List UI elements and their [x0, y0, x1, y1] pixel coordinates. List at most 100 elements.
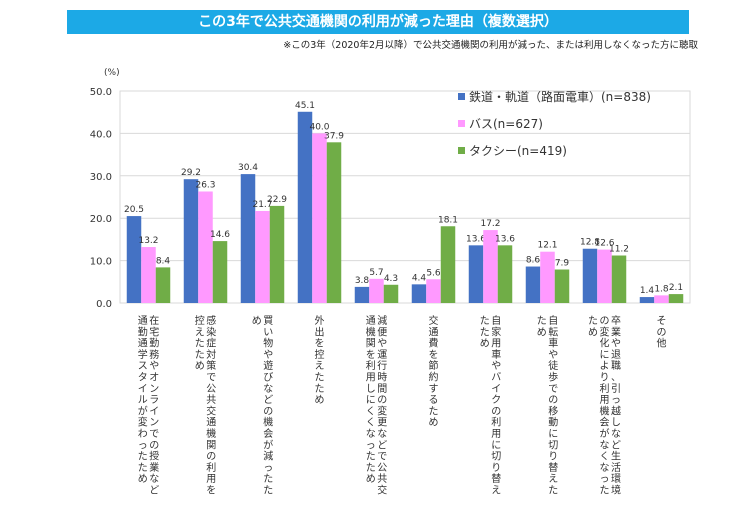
x-category-char: い [263, 327, 273, 338]
data-label: 20.5 [124, 205, 144, 215]
x-category-char: 会 [600, 416, 610, 429]
x-category-char: オ [149, 372, 159, 384]
x-category-char: に [548, 428, 558, 440]
x-category-char: 活 [611, 462, 621, 474]
x-category-char: 節 [429, 359, 439, 372]
x-category-char: 勤 [149, 337, 159, 350]
bar [497, 245, 513, 303]
x-category-char: な [366, 428, 376, 440]
bar [369, 278, 384, 303]
x-category-char: 減 [377, 314, 387, 327]
x-category-char: ど [263, 394, 273, 406]
x-category-char: 行 [377, 359, 387, 372]
chart-title: この3年で公共交通機関の利用が減った理由（複数選択） [67, 10, 689, 34]
x-category-char: 動 [548, 416, 558, 429]
legend-swatch [458, 93, 465, 100]
data-label: 40.0 [309, 122, 329, 132]
data-label: 5.6 [426, 268, 441, 278]
x-category-char: た [138, 462, 148, 474]
x-category-char: り [600, 372, 610, 384]
x-category-char: 、 [611, 373, 621, 384]
x-category-char: す [429, 383, 439, 395]
x-category-char: 職 [611, 360, 621, 372]
x-category-char: ど [611, 439, 621, 451]
x-category-char: た [366, 451, 376, 463]
x-category-char: び [263, 372, 273, 384]
x-category-char: 交 [377, 484, 387, 497]
x-category-char: や [377, 338, 387, 350]
x-category-char: め [480, 338, 490, 350]
data-label: 1.4 [640, 286, 655, 296]
data-label: 37.9 [324, 131, 344, 141]
x-category-char: イ [491, 384, 501, 395]
x-category-char: を [315, 338, 325, 350]
x-category-char: よ [600, 360, 610, 372]
data-label: 3.8 [355, 276, 370, 286]
x-category-char: 宅 [149, 325, 159, 338]
x-category-char: を [366, 349, 376, 361]
x-category-char: 間 [377, 383, 387, 395]
data-label: 12.8 [580, 238, 600, 248]
x-category-char: の [600, 316, 610, 327]
bar [440, 226, 456, 303]
data-label: 45.1 [295, 101, 315, 111]
x-category-char: や [149, 360, 159, 372]
x-category-char: 替 [548, 461, 558, 474]
x-category-char: 出 [315, 325, 325, 338]
x-category-char: 交 [206, 404, 216, 417]
x-category-char: め [429, 417, 439, 429]
x-category-char: 退 [611, 349, 621, 361]
x-category-char: た [315, 372, 325, 384]
bar [354, 286, 370, 303]
x-category-char: た [195, 349, 205, 361]
x-category-char: 授 [149, 450, 159, 463]
x-category-char: イ [149, 406, 159, 417]
x-category-char: た [480, 326, 490, 338]
x-category-char: の [149, 440, 159, 451]
data-label: 7.9 [555, 259, 570, 269]
x-category-char: 切 [548, 439, 558, 451]
x-category-char: た [138, 451, 148, 463]
x-category-char: 機 [263, 416, 273, 429]
x-category-char: っ [263, 463, 273, 474]
x-category-char: 運 [377, 349, 387, 361]
x-category-char: 利 [366, 360, 376, 372]
x-category-char: 家 [491, 325, 501, 338]
legend-swatch [458, 147, 465, 154]
x-category-char: 交 [429, 314, 439, 327]
x-category-char: 通 [138, 315, 148, 327]
x-category-char: の [206, 452, 216, 463]
data-label: 13.6 [495, 234, 515, 244]
x-category-char: 買 [263, 315, 273, 327]
x-category-char: っ [138, 440, 148, 451]
x-category-char: め [195, 360, 205, 372]
x-category-char: 共 [206, 394, 216, 406]
x-category-char: 自 [491, 314, 501, 327]
x-category-char: た [315, 383, 325, 395]
x-category-char: 自 [548, 314, 558, 327]
x-category-char: 車 [548, 337, 558, 350]
legend-label: タクシー(n=419) [469, 144, 567, 158]
bar [212, 241, 228, 303]
data-label: 18.1 [438, 215, 458, 225]
y-tick-label: 40.0 [90, 129, 112, 140]
x-category-char: え [315, 360, 325, 372]
bar [198, 191, 213, 303]
x-category-char: た [429, 405, 439, 417]
x-category-char: 用 [600, 395, 610, 406]
data-label: 1.8 [654, 284, 669, 294]
x-category-char: 通 [206, 417, 216, 429]
x-category-char: の [263, 406, 273, 417]
data-label: 30.4 [238, 163, 258, 173]
bar [240, 174, 256, 303]
x-category-char: 通 [429, 326, 439, 338]
x-category-char: に [491, 439, 501, 451]
x-category-char: 用 [206, 474, 216, 485]
x-category-char: め [252, 315, 262, 327]
x-category-char: の [548, 395, 558, 406]
data-label: 17.2 [480, 219, 500, 229]
